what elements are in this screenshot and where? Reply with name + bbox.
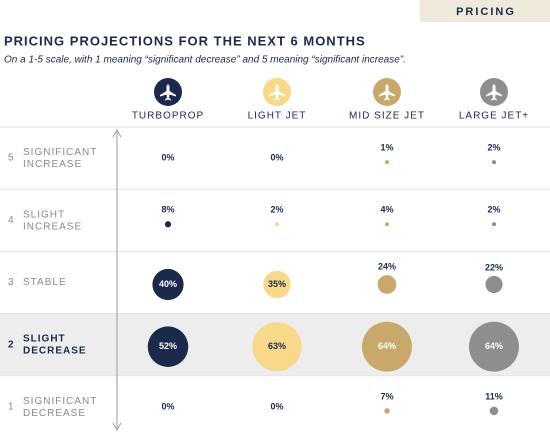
row-label: SIGNIFICANT INCREASE xyxy=(23,147,97,170)
value-label: 64% xyxy=(485,341,503,351)
value-label: 0% xyxy=(161,152,174,162)
plane-icon xyxy=(269,84,285,101)
bubble xyxy=(147,326,189,367)
row-number: 3 xyxy=(8,277,15,288)
value-label: 64% xyxy=(378,341,396,351)
header-tag: PRICING xyxy=(456,6,516,18)
value-label: 52% xyxy=(159,341,177,351)
bubble xyxy=(152,268,184,301)
value-label: 1% xyxy=(380,142,393,152)
value-label: 35% xyxy=(268,279,286,289)
row-label: SIGNIFICANT DECREASE xyxy=(23,396,97,419)
bubble xyxy=(485,275,503,294)
plane-icon xyxy=(160,84,176,101)
value-label: 0% xyxy=(161,401,174,411)
bubble xyxy=(492,222,496,227)
chart-subtitle: On a 1-5 scale, with 1 meaning “signific… xyxy=(4,55,406,66)
row-number: 1 xyxy=(8,402,15,413)
value-label: 2% xyxy=(270,205,283,215)
value-label: 0% xyxy=(270,401,283,411)
scale-arrow-head xyxy=(112,422,122,432)
value-label: 7% xyxy=(380,391,393,401)
row-label: STABLE xyxy=(23,277,67,288)
header-tag-bg xyxy=(420,0,550,22)
value-label: 2% xyxy=(487,142,500,152)
bubble xyxy=(275,222,279,227)
value-label: 2% xyxy=(487,205,500,215)
bubble xyxy=(384,408,390,414)
value-label: 4% xyxy=(380,205,393,215)
value-label: 24% xyxy=(378,262,396,272)
bubble xyxy=(469,321,519,372)
value-label: 0% xyxy=(270,152,283,162)
bubble xyxy=(492,160,496,165)
bubble xyxy=(252,322,302,372)
bubble xyxy=(263,270,291,299)
row-label: SLIGHT DECREASE xyxy=(23,333,87,356)
legend-label: MID SIZE JET xyxy=(349,111,425,122)
row-number: 2 xyxy=(8,339,15,350)
legend-label: LIGHT JET xyxy=(248,111,307,122)
plane-icon xyxy=(379,84,395,101)
value-label: 63% xyxy=(268,341,286,351)
row-number: 5 xyxy=(8,153,15,164)
bubble xyxy=(385,222,389,227)
legend-label: LARGE JET+ xyxy=(459,111,529,122)
chart-title: PRICING PROJECTIONS FOR THE NEXT 6 MONTH… xyxy=(4,33,366,48)
value-label: 11% xyxy=(485,391,503,401)
bubble xyxy=(362,321,412,372)
scale-arrow-head xyxy=(112,128,122,138)
plane-icon xyxy=(486,84,502,101)
bubble xyxy=(164,221,172,228)
bubble xyxy=(385,160,389,165)
value-label: 22% xyxy=(485,262,503,272)
row-label: SLIGHT INCREASE xyxy=(23,209,82,232)
value-label: 8% xyxy=(161,205,174,215)
value-label: 40% xyxy=(159,279,177,289)
row-number: 4 xyxy=(8,215,15,226)
bubble xyxy=(377,275,397,294)
bubble xyxy=(489,406,499,416)
legend-label: TURBOPROP xyxy=(132,111,204,122)
